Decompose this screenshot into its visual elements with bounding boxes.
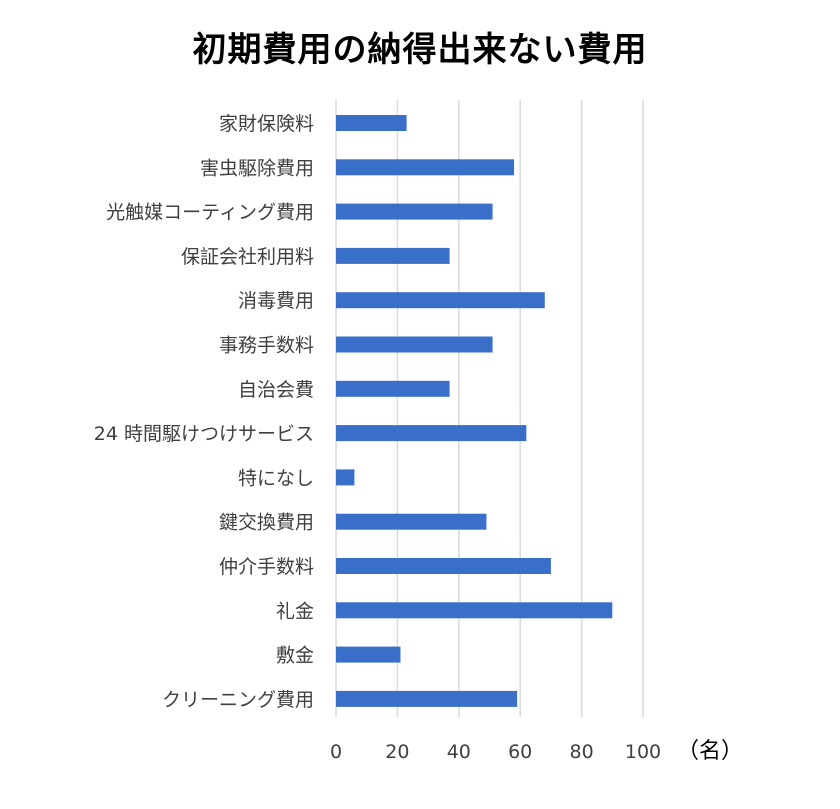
x-tick-label: 80	[570, 741, 594, 763]
category-label: 自治会費	[238, 379, 314, 401]
bar	[336, 513, 487, 530]
category-label: 保証会社利用料	[181, 246, 314, 268]
category-label: 害虫駆除費用	[200, 157, 314, 179]
bar	[336, 380, 450, 397]
x-tick-labels: 0 20 40 60 80 100	[330, 741, 661, 763]
bar	[336, 203, 493, 220]
bar	[336, 247, 450, 264]
category-label: 特になし	[238, 467, 314, 489]
bar	[336, 159, 515, 176]
bar	[336, 469, 355, 486]
bars	[336, 115, 613, 707]
category-label: 消毒費用	[238, 290, 314, 312]
x-tick-label: 60	[508, 741, 532, 763]
category-label: 光触媒コーティング費用	[106, 202, 314, 224]
unit-label: （名）	[677, 739, 743, 764]
grid-lines	[335, 100, 644, 717]
x-tick-label: 100	[625, 741, 661, 763]
category-label: 24 時間駆けつけサービス	[94, 423, 314, 445]
category-label: 事務手数料	[219, 335, 314, 357]
bar	[336, 646, 401, 663]
bar	[336, 336, 493, 353]
category-label: 仲介手数料	[219, 556, 314, 578]
bar	[336, 602, 613, 619]
bar	[336, 292, 545, 309]
category-label: クリーニング費用	[162, 689, 314, 711]
category-labels: 家財保険料害虫駆除費用光触媒コーティング費用保証会社利用料消毒費用事務手数料自治…	[94, 113, 314, 711]
category-label: 家財保険料	[219, 113, 314, 135]
x-tick-label: 0	[330, 741, 342, 763]
category-label: 鍵交換費用	[219, 512, 314, 534]
category-label: 礼金	[276, 600, 314, 622]
bar	[336, 425, 527, 442]
bar	[336, 690, 518, 707]
bar	[336, 115, 407, 131]
x-tick-label: 40	[447, 741, 471, 763]
chart-title: 初期費用の納得出来ない費用	[192, 30, 648, 70]
x-tick-label: 20	[385, 741, 409, 763]
category-label: 敷金	[276, 645, 314, 667]
bar	[336, 558, 551, 574]
